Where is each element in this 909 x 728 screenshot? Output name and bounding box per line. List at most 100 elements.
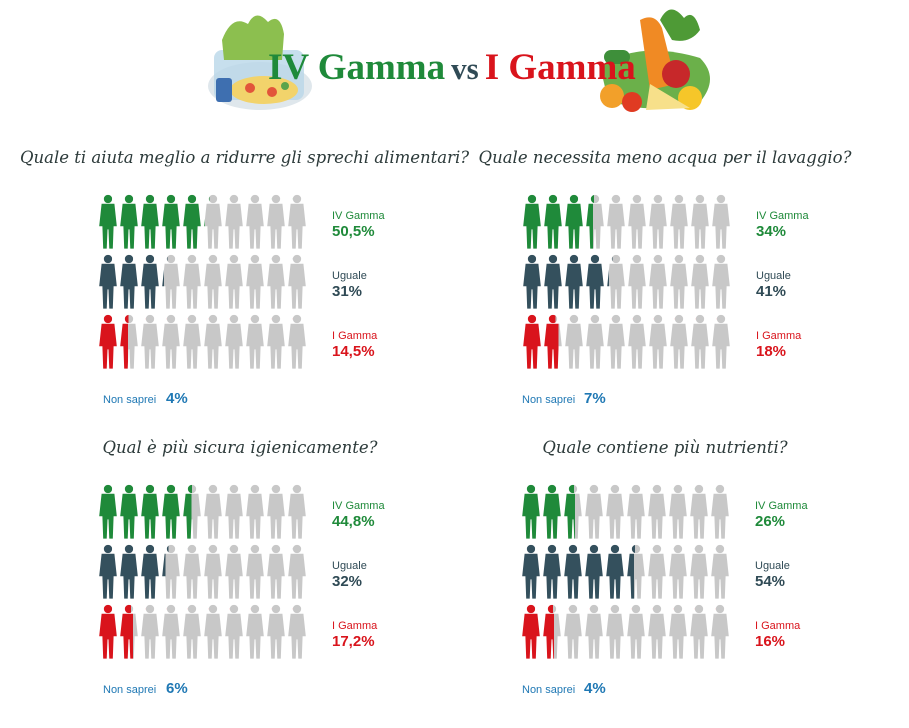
person-icon-i-gamma — [606, 604, 624, 659]
question-title: Quale ti aiuta meglio a ridurre gli spre… — [20, 148, 470, 167]
person-icon-uguale — [523, 254, 541, 309]
non-saprei-value: 7% — [584, 390, 606, 407]
person-icon-i-gamma — [669, 604, 687, 659]
series-label-iv-gamma: IV Gamma — [755, 500, 808, 512]
person-icon-iv-gamma — [691, 194, 709, 249]
person-icon-uguale — [607, 254, 625, 309]
person-icon-uguale — [246, 254, 264, 309]
person-icon-uguale — [267, 544, 285, 599]
person-icon-i-gamma — [564, 604, 582, 659]
person-icon-iv-gamma — [141, 194, 159, 249]
non-saprei-label: Non saprei — [103, 394, 157, 406]
person-icon-uguale — [288, 544, 306, 599]
series-label-iv-gamma: IV Gamma — [332, 500, 385, 512]
person-icon-uguale — [120, 544, 138, 599]
series-value-iv-gamma: 50,5% — [332, 223, 375, 240]
person-icon-uguale — [543, 544, 561, 599]
person-icon-uguale — [691, 254, 709, 309]
person-icon-iv-gamma — [669, 484, 687, 539]
person-icon-i-gamma — [204, 314, 222, 369]
person-icon-uguale — [670, 254, 688, 309]
non-saprei-value: 4% — [584, 680, 606, 697]
person-icon-iv-gamma — [162, 194, 180, 249]
question-title: Quale contiene più nutrienti? — [542, 438, 788, 457]
person-icon-iv-gamma — [522, 484, 540, 539]
person-icon-i-gamma — [99, 604, 117, 659]
person-icon-i-gamma — [141, 604, 159, 659]
person-icon-i-gamma — [246, 314, 264, 369]
person-icon-uguale — [267, 254, 285, 309]
person-icon-uguale — [120, 254, 138, 309]
chart-panel-water-use: Quale necessita meno acqua per il lavagg… — [445, 148, 885, 438]
person-icon-iv-gamma — [585, 484, 603, 539]
person-icon-i-gamma — [628, 314, 646, 369]
pictogram — [523, 194, 730, 369]
person-icon-i-gamma — [162, 604, 180, 659]
question-title: Qual è più sicura igienicamente? — [102, 438, 378, 457]
person-icon-iv-gamma — [288, 484, 306, 539]
person-icon-uguale — [162, 254, 180, 309]
series-value-iv-gamma: 26% — [755, 513, 786, 530]
person-icon-uguale — [288, 254, 306, 309]
person-icon-iv-gamma — [120, 194, 138, 249]
person-icon-i-gamma — [711, 604, 729, 659]
pictogram — [99, 194, 306, 369]
person-icon-uguale — [183, 544, 201, 599]
person-icon-iv-gamma — [246, 194, 264, 249]
person-icon-i-gamma — [183, 604, 201, 659]
series-label-iv-gamma: IV Gamma — [756, 210, 809, 222]
person-icon-i-gamma — [543, 604, 561, 659]
person-icon-iv-gamma — [162, 484, 180, 539]
person-icon-uguale — [544, 254, 562, 309]
person-icon-iv-gamma — [607, 194, 625, 249]
person-icon-iv-gamma — [543, 484, 561, 539]
series-label-i-gamma: I Gamma — [332, 620, 378, 632]
person-icon-i-gamma — [288, 604, 306, 659]
person-icon-i-gamma — [246, 604, 264, 659]
person-icon-iv-gamma — [183, 484, 201, 539]
person-icon-i-gamma — [162, 314, 180, 369]
person-icon-i-gamma — [691, 314, 709, 369]
person-icon-i-gamma — [690, 604, 708, 659]
series-label-uguale: Uguale — [332, 270, 367, 282]
person-icon-uguale — [141, 254, 159, 309]
person-icon-uguale — [204, 544, 222, 599]
person-icon-iv-gamma — [544, 194, 562, 249]
person-icon-uguale — [141, 544, 159, 599]
person-icon-i-gamma — [585, 604, 603, 659]
person-icon-i-gamma — [649, 314, 667, 369]
person-icon-i-gamma — [607, 314, 625, 369]
series-label-uguale: Uguale — [755, 560, 790, 572]
series-value-i-gamma: 16% — [755, 633, 786, 650]
title-vs: vs — [451, 51, 479, 86]
person-icon-uguale — [648, 544, 666, 599]
person-icon-uguale — [99, 254, 117, 309]
person-icon-iv-gamma — [712, 194, 730, 249]
person-icon-iv-gamma — [141, 484, 159, 539]
person-icon-i-gamma — [141, 314, 159, 369]
person-icon-i-gamma — [225, 604, 243, 659]
person-icon-iv-gamma — [586, 194, 604, 249]
salad-package-icon — [208, 15, 312, 110]
person-icon-iv-gamma — [565, 194, 583, 249]
person-icon-iv-gamma — [628, 194, 646, 249]
person-icon-i-gamma — [99, 314, 117, 369]
series-value-iv-gamma: 34% — [756, 223, 787, 240]
series-label-uguale: Uguale — [332, 560, 367, 572]
person-icon-i-gamma — [712, 314, 730, 369]
series-value-iv-gamma: 44,8% — [332, 513, 375, 530]
person-icon-uguale — [649, 254, 667, 309]
person-icon-i-gamma — [120, 314, 138, 369]
person-icon-iv-gamma — [267, 194, 285, 249]
person-icon-i-gamma — [627, 604, 645, 659]
person-icon-i-gamma — [120, 604, 138, 659]
person-icon-i-gamma — [267, 314, 285, 369]
person-icon-iv-gamma — [649, 194, 667, 249]
person-icon-iv-gamma — [627, 484, 645, 539]
non-saprei-label: Non saprei — [103, 684, 157, 696]
person-icon-i-gamma — [288, 314, 306, 369]
person-icon-i-gamma — [267, 604, 285, 659]
non-saprei-label: Non saprei — [522, 684, 576, 696]
person-icon-iv-gamma — [99, 194, 117, 249]
person-icon-uguale — [565, 254, 583, 309]
